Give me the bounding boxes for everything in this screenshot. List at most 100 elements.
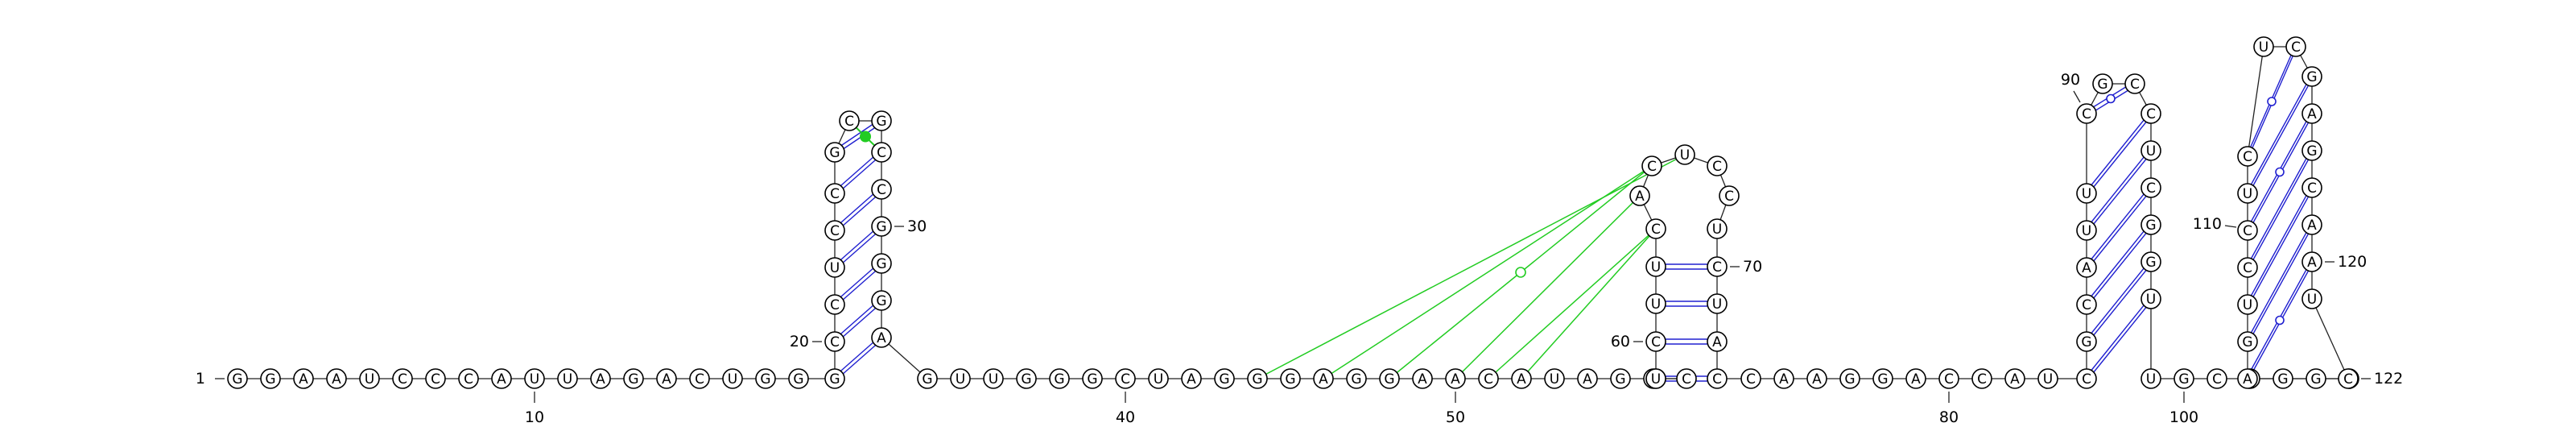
nucleotide: C xyxy=(824,331,845,352)
nucleotide-circle xyxy=(1313,368,1334,389)
nucleotide: A xyxy=(2301,251,2322,272)
nucleotide-circle xyxy=(2076,220,2097,241)
nucleotide: U xyxy=(524,368,545,389)
nucleotide: G xyxy=(623,368,644,389)
nucleotide-letter: U xyxy=(563,371,572,388)
number-tick xyxy=(2073,90,2081,103)
nucleotide-circle xyxy=(1544,368,1565,389)
nucleotide: C xyxy=(2237,220,2258,241)
nucleotide-letter: G xyxy=(1844,371,1855,388)
nucleotide: U xyxy=(2140,368,2161,389)
nucleotide-circle xyxy=(1148,368,1169,389)
nucleotide-circle xyxy=(2301,66,2322,87)
nucleotide-letter: C xyxy=(2082,371,2091,388)
nucleotide-circle xyxy=(2140,288,2161,309)
nucleotide: C xyxy=(824,294,845,315)
nucleotide-circle xyxy=(1610,368,1631,389)
nucleotide-letter: U xyxy=(1550,371,1559,388)
nucleotide-circle xyxy=(2140,140,2161,161)
nucleotide-number-label: 40 xyxy=(1116,408,1135,426)
nucleotide: C xyxy=(689,368,710,389)
nucleotide-letter: U xyxy=(2146,143,2156,160)
nucleotide-circle xyxy=(2004,368,2025,389)
nucleotide-letter: C xyxy=(830,334,840,350)
nucleotide-letter: A xyxy=(497,371,506,388)
nucleotide-letter: C xyxy=(431,371,440,388)
canonical-pair-line xyxy=(2247,189,2313,308)
nucleotide-circle xyxy=(1247,368,1268,389)
nucleotide-letter: A xyxy=(1319,371,1328,388)
nucleotide-circle xyxy=(871,290,892,311)
nucleotide: G xyxy=(1872,368,1893,389)
nucleotide-circle xyxy=(590,368,611,389)
nucleotide-letter: A xyxy=(1712,334,1722,350)
nucleotide: U xyxy=(1707,293,1728,314)
nucleotide-letter: C xyxy=(1944,371,1954,388)
nucleotide-letter: G xyxy=(2145,218,2156,234)
nucleotide-letter: U xyxy=(1154,371,1163,388)
nucleotide-letter: C xyxy=(2146,106,2156,122)
nucleotide-letter: A xyxy=(1418,371,1427,388)
nucleotide: A xyxy=(1181,368,1202,389)
nucleotide: G xyxy=(2140,251,2161,272)
nucleotide: U xyxy=(1645,368,1666,389)
nucleotide-circle xyxy=(755,368,776,389)
nucleotide-letter: A xyxy=(2307,255,2317,271)
nucleotide-circle xyxy=(871,216,892,237)
nucleotide: U xyxy=(2237,183,2258,204)
nucleotide: G xyxy=(2273,368,2293,389)
tertiary-interactions xyxy=(1257,154,1686,379)
nucleotide-letter: A xyxy=(1635,189,1645,205)
canonical-pair-line xyxy=(2247,147,2313,266)
nucleotide: C xyxy=(2076,103,2097,124)
nucleotide-letter: G xyxy=(2242,334,2252,350)
nucleotide-letter: C xyxy=(2082,297,2091,313)
nucleotide: U xyxy=(1544,368,1565,389)
nucleotide-letter: U xyxy=(956,371,965,388)
nucleotide-number-label: 80 xyxy=(1939,408,1959,426)
nucleotide-letter: A xyxy=(1517,371,1526,388)
nucleotide: U xyxy=(983,368,1004,389)
nucleotide-letter: U xyxy=(1712,296,1722,313)
canonical-pair-line xyxy=(2086,184,2152,266)
nucleotide-letter: G xyxy=(2081,334,2091,350)
nucleotide-circle xyxy=(1115,368,1136,389)
nucleotide-circle xyxy=(2253,36,2274,57)
nucleotide: C xyxy=(2207,368,2227,389)
nucleotide-letter: G xyxy=(1219,371,1229,388)
nucleotide: C xyxy=(1971,368,1992,389)
nucleotide: U xyxy=(557,368,578,389)
tertiary-pair-marker xyxy=(860,131,871,143)
nucleotide: C xyxy=(2140,103,2161,124)
nucleotide: G xyxy=(755,368,776,389)
nucleotide-circle xyxy=(1645,368,1666,389)
nucleotide: G xyxy=(1379,368,1400,389)
nucleotide: A xyxy=(293,368,314,389)
nucleotide: U xyxy=(2076,183,2097,204)
nucleotide: A xyxy=(1773,368,1794,389)
nucleotide-number-label: 20 xyxy=(790,333,809,350)
nucleotide-letter: G xyxy=(876,219,886,235)
nucleotide-letter: U xyxy=(2307,292,2317,308)
canonical-pair-line xyxy=(2086,147,2152,229)
nucleotide: U xyxy=(2140,288,2161,309)
nucleotide: C xyxy=(1707,155,1728,176)
nucleotide: A xyxy=(871,327,892,348)
nucleotide: C xyxy=(2124,73,2145,94)
nucleotide-letter: C xyxy=(877,145,886,161)
nucleotide-letter: C xyxy=(1484,371,1493,388)
nucleotide-letter: C xyxy=(398,371,407,388)
nucleotide-circle xyxy=(689,368,710,389)
nucleotide: A xyxy=(2076,257,2097,278)
nucleotide-circle xyxy=(1872,368,1893,389)
nucleotide: C xyxy=(1641,155,1662,176)
nucleotide-circle xyxy=(2237,331,2258,352)
nucleotide-circle xyxy=(1645,256,1666,277)
tertiary-interaction-line xyxy=(1521,228,1657,379)
nucleotide-letter: C xyxy=(2291,39,2301,56)
nucleotide: G xyxy=(2092,73,2113,94)
nucleotide-circle xyxy=(557,368,578,389)
nucleotide-letter: U xyxy=(1651,371,1661,388)
